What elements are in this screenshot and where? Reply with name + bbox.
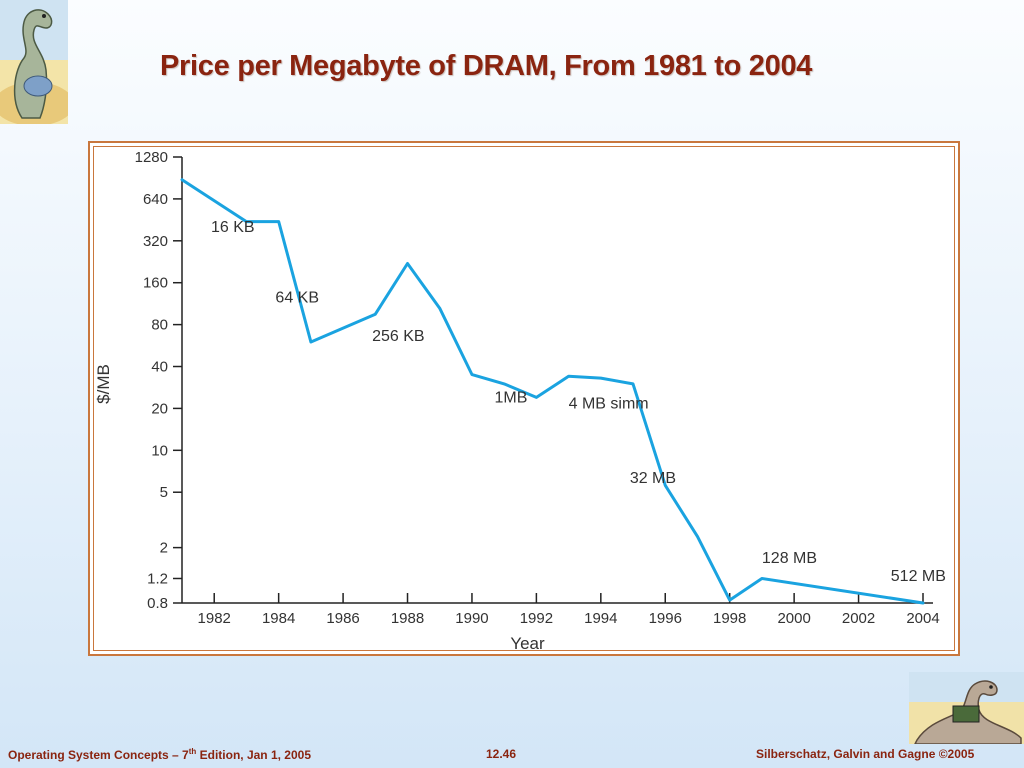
data-point (277, 220, 280, 223)
data-point (309, 340, 313, 344)
slide-title: Price per Megabyte of DRAM, From 1981 to… (160, 50, 813, 82)
data-point (245, 220, 248, 223)
annotation-label: 32 MB (630, 470, 676, 487)
data-point (921, 601, 925, 605)
chart-frame: 1280 640 320 160 80 40 20 10 5 2 1.2 0.8 1982 1984 198… (88, 141, 960, 656)
x-tick-label: 1982 (198, 610, 231, 627)
annotation-label: 4 MB simm (569, 395, 649, 412)
x-tick-label: 1992 (520, 610, 553, 627)
y-tick-label: 1.2 (147, 570, 168, 587)
footer-course-prefix: Operating System Concepts – 7 (8, 748, 189, 762)
footer-course-suffix: Edition, Jan 1, 2005 (196, 748, 312, 762)
dinosaur-logo-top-left (0, 0, 74, 126)
data-point (535, 396, 538, 399)
data-point (664, 484, 667, 487)
data-point (567, 375, 570, 378)
y-tick-label: 5 (160, 484, 168, 501)
x-axis-title: Year (510, 634, 545, 653)
x-tick-label: 2002 (842, 610, 875, 627)
data-point (631, 382, 635, 386)
y-tick-label: 640 (143, 191, 168, 208)
y-tick-label: 0.8 (147, 595, 168, 612)
annotation-label: 1MB (495, 390, 528, 407)
data-point (599, 376, 603, 380)
data-point (696, 535, 699, 538)
x-tick-label: 1996 (649, 610, 682, 627)
footer-page-number: 12.46 (486, 747, 517, 761)
y-tick-label: 10 (151, 442, 168, 459)
y-tick-label: 40 (151, 359, 168, 376)
annotation-label: 128 MB (762, 550, 817, 567)
footer-course-title: Operating System Concepts – 7th Edition,… (8, 747, 311, 762)
data-point (760, 577, 764, 580)
dram-price-chart: 1280 640 320 160 80 40 20 10 5 2 1.2 0.8 1982 1984 198… (94, 149, 946, 653)
y-tick-label: 160 (143, 275, 168, 292)
data-point (180, 178, 184, 181)
annotation-label: 16 KB (211, 219, 255, 236)
data-point (406, 262, 409, 265)
x-tick-label: 1990 (455, 610, 488, 627)
y-tick-label: 1280 (135, 149, 168, 166)
data-point (728, 598, 731, 602)
data-point (438, 306, 441, 310)
x-tick-label: 1984 (262, 610, 295, 627)
x-tick-label: 1994 (584, 610, 617, 627)
annotation-label: 256 KB (372, 328, 424, 345)
annotation-label: 512 MB (891, 568, 946, 585)
y-axis-title: $/MB (94, 364, 113, 404)
series-line (180, 178, 925, 605)
x-tick-label: 2000 (777, 610, 810, 627)
x-tick-label: 1988 (391, 610, 424, 627)
data-point (502, 382, 506, 386)
annotation-label: 64 KB (275, 290, 319, 307)
x-tick-label: 2004 (906, 610, 939, 627)
data-point (470, 373, 474, 376)
y-tick-label: 320 (143, 233, 168, 250)
data-point (374, 313, 377, 316)
footer-course-sup: th (188, 747, 197, 756)
dinosaur-logo-bottom-right (909, 672, 1024, 745)
y-tick-label: 20 (151, 400, 168, 417)
x-tick-label: 1998 (713, 610, 746, 627)
x-tick-label: 1986 (326, 610, 359, 627)
y-tick-label: 80 (151, 317, 168, 334)
y-tick-label: 2 (160, 540, 168, 557)
footer-copyright: Silberschatz, Galvin and Gagne ©2005 (756, 747, 975, 761)
